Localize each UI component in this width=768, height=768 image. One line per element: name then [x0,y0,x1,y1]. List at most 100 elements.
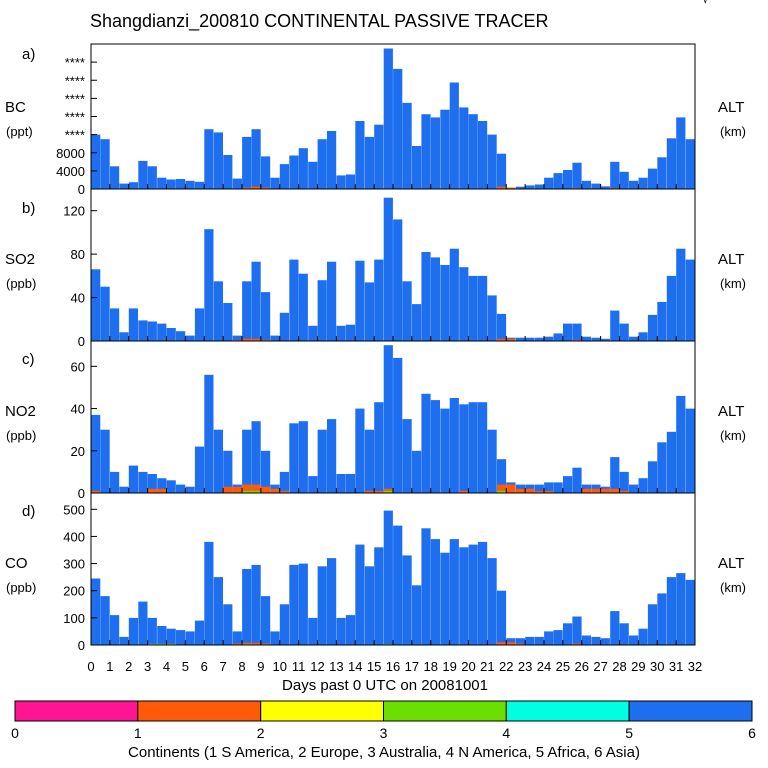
so2-bar [487,295,497,341]
so2-bar [430,257,440,341]
bc-right-unit: (km) [720,124,746,139]
co-bar [393,525,403,645]
x-axis-tick-labels: 0 1 2 3 4 5 6 7 8 9 10 11 12 13 14 15 16 17 18 19 20 21 22 23 24… [87,659,702,674]
no2-bar [685,408,695,493]
no2-bar [440,408,450,493]
so2-bar [374,259,384,341]
co-bar [251,642,261,645]
bc-bar [100,139,110,189]
no2-bar [402,419,412,493]
x-tick-label: 21 [480,659,494,674]
x-tick-label: 22 [499,659,513,674]
no2-bar [364,429,374,493]
x-tick-label: 29 [631,659,645,674]
so2-bar [496,338,507,341]
no2-bar [383,345,393,493]
bc-bar [629,180,639,189]
no2-bar [242,484,252,493]
colorbar-segment [137,700,262,722]
no2-y-axis: 60 40 20 0 [71,359,97,501]
co-bar [449,539,459,645]
so2-bar [412,304,422,341]
bc-bar [468,114,478,189]
co-bars [91,510,695,645]
co-bar [402,555,412,645]
so2-bar [242,281,252,341]
bc-bar [591,183,601,189]
bc-bar [393,68,403,189]
no2-bar [534,490,544,493]
so2-bar [279,312,289,341]
no2-bar [261,486,271,493]
so2-bar [100,286,110,341]
co-bar [563,623,573,645]
co-bar [251,564,261,645]
no2-bar [449,398,459,493]
co-bar [629,635,639,645]
no2-bar [563,476,573,493]
so2-unit-label: (ppb) [6,276,36,291]
bc-bar [430,117,440,189]
bc-bar [185,180,195,189]
co-bar [308,617,318,645]
so2-x-ticks [90,336,696,341]
continent-colorbar: 0 1 2 3 4 5 6 [11,700,756,741]
bc-bar [685,139,695,189]
bc-bar [166,179,176,189]
bc-plot-frame [90,43,696,190]
co-bar [261,643,271,645]
figure-title: Shangdianzi_200810 CONTINENTAL PASSIVE T… [90,11,549,32]
no2-bar [176,484,186,493]
so2-bar [468,275,478,341]
no2-bar [100,429,110,493]
bc-y-tick-label: **** [65,110,85,125]
so2-bar [685,259,695,341]
no2-bar [308,476,318,493]
colorbar-tick-label: 4 [502,725,510,741]
no2-bar [91,414,101,493]
x-tick-label: 13 [329,659,343,674]
bc-bar [676,117,686,189]
co-bar [581,635,591,645]
co-bar [553,630,563,645]
x-tick-label: 31 [669,659,683,674]
co-bar [223,604,233,645]
colorbar-segment [628,700,753,722]
so2-bar [478,275,488,341]
no2-bar [110,471,120,493]
co-bar [515,638,525,645]
colorbar-tick-label: 3 [380,725,388,741]
so2-bar [91,269,101,341]
x-tick-label: 28 [612,659,626,674]
so2-bar [185,335,195,341]
co-y-tick-label: 200 [63,584,85,599]
x-tick-label: 16 [386,659,400,674]
x-tick-label: 5 [182,659,189,674]
no2-bar [185,486,195,493]
co-bar [185,631,195,645]
so2-species-label: SO2 [5,251,35,268]
co-bar [421,528,431,645]
panel-bc: **** **** **** **** **** 8000 4000 0 a) BC (ppt… [5,43,746,197]
co-bar [176,630,186,645]
x-tick-label: 32 [688,659,702,674]
colorbar-tick-label: 2 [257,725,265,741]
so2-bar [619,323,629,341]
no2-unit-label: (ppb) [6,428,36,443]
no2-panel-letter: c) [22,351,35,368]
co-bar [468,544,478,645]
so2-bar [128,308,138,341]
so2-bar [364,282,374,341]
no2-bar [496,459,507,493]
so2-bar [525,337,535,341]
co-right-label: ALT [718,555,744,572]
no2-bar [270,488,280,493]
co-y-axis: 500 400 300 200 100 0 [63,502,97,653]
no2-bar [251,421,261,493]
so2-plot-frame [90,188,696,342]
no2-y-tick-label: 20 [71,444,85,459]
co-bar [647,604,658,645]
so2-bar [336,325,346,341]
co-bar [506,642,516,645]
no2-bar [468,402,478,493]
